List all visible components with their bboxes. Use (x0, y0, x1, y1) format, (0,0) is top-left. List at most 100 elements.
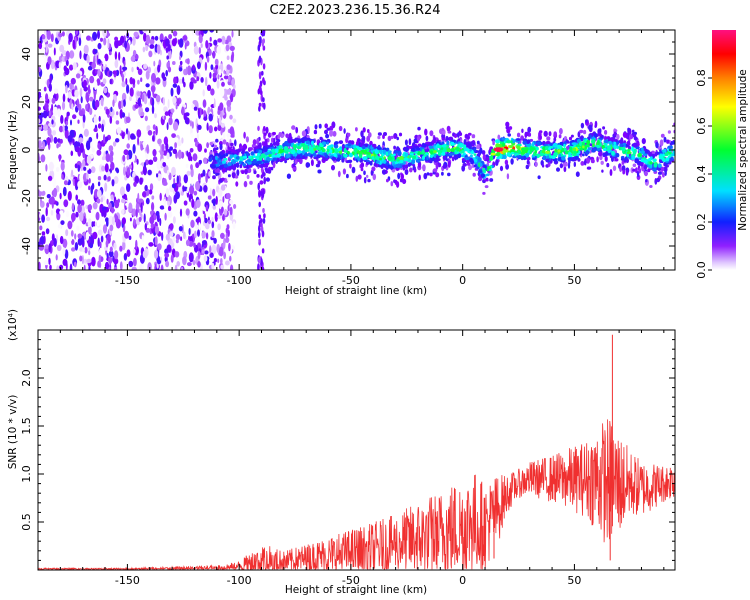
noise-blob (90, 141, 93, 149)
noise-blob (223, 75, 229, 80)
noise-blob (172, 148, 177, 154)
streak-blob (262, 45, 266, 51)
halo-blob (313, 129, 318, 135)
noise-blob (126, 143, 130, 149)
noise-blob (80, 205, 85, 214)
noise-blob (139, 177, 143, 185)
noise-blob (88, 250, 91, 256)
halo-blob (363, 170, 366, 176)
colorbar-tick-label: 0.8 (695, 69, 708, 87)
noise-blob (47, 175, 53, 181)
halo-blob (655, 141, 659, 149)
noise-blob (224, 39, 229, 45)
noise-blob (113, 176, 119, 184)
ridge-blob (442, 143, 447, 148)
noise-blob (64, 67, 70, 76)
halo-blob (429, 130, 434, 137)
noise-blob (175, 238, 179, 244)
noise-blob (82, 159, 86, 167)
noise-blob (114, 51, 118, 60)
noise-blob (153, 249, 159, 259)
halo-blob (660, 166, 665, 172)
noise-blob (62, 186, 67, 197)
ridge-blob (416, 147, 421, 151)
noise-blob (45, 164, 48, 172)
noise-blob (154, 225, 160, 235)
noise-blob (159, 218, 162, 226)
ridge-blob (223, 163, 228, 168)
ridge-blob (411, 159, 416, 165)
ridge-blob (258, 149, 263, 154)
noise-blob (181, 137, 184, 144)
ridge-blob (242, 163, 247, 167)
halo-blob (262, 172, 266, 177)
noise-blob (123, 149, 129, 156)
noise-blob (90, 234, 93, 245)
ridge-blob (597, 140, 600, 145)
noise-blob (183, 200, 188, 206)
ridge-blob (637, 152, 642, 157)
noise-blob (90, 166, 96, 174)
halo-blob (600, 160, 604, 165)
ridge-blob (657, 163, 662, 168)
halo-blob (314, 124, 318, 130)
halo-blob (632, 163, 637, 168)
noise-blob (121, 132, 125, 140)
ridge-blob (239, 156, 243, 161)
ridge-blob (510, 151, 515, 155)
noise-blob (190, 164, 193, 171)
noise-blob (43, 260, 49, 266)
streak-blob (261, 70, 264, 76)
noise-blob (182, 231, 186, 240)
ridge-blob (620, 158, 624, 161)
noise-blob (96, 78, 101, 86)
noise-blob (197, 143, 203, 152)
noise-blob (209, 187, 212, 198)
streak-blob (261, 39, 265, 47)
halo-blob (604, 155, 608, 162)
noise-blob (152, 149, 157, 157)
halo-blob (398, 132, 403, 137)
noise-blob (162, 97, 165, 106)
ridge-blob (247, 164, 253, 168)
ridge-blob (393, 153, 396, 156)
noise-blob (167, 99, 170, 109)
ridge-blob (489, 156, 494, 161)
halo-blob (268, 166, 272, 170)
halo-blob (579, 129, 584, 134)
noise-blob (79, 142, 84, 153)
noise-blob (94, 221, 97, 227)
noise-blob (86, 155, 92, 165)
ridge-blob (431, 140, 437, 144)
halo-blob (606, 162, 610, 168)
ridge-blob (478, 170, 483, 174)
ridge-blob (441, 152, 446, 156)
noise-blob (103, 134, 106, 144)
streak-blob (262, 208, 265, 213)
noise-blob (145, 227, 151, 233)
noise-blob (226, 224, 230, 230)
noise-blob (184, 43, 187, 50)
noise-blob (171, 38, 177, 47)
halo-blob (539, 135, 542, 140)
noise-blob (38, 106, 41, 111)
noise-blob (230, 93, 234, 103)
noise-blob (134, 175, 140, 184)
ridge-blob (672, 151, 675, 156)
noise-blob (120, 99, 124, 109)
noise-blob (62, 124, 65, 133)
halo-blob (456, 132, 460, 138)
noise-blob (108, 250, 114, 258)
ridge-blob (607, 150, 611, 153)
noise-blob (126, 84, 130, 94)
ridge-blob (574, 155, 579, 160)
ridge-blob (337, 147, 342, 151)
ridge-blob (639, 162, 644, 167)
noise-blob (217, 258, 220, 263)
ridge-blob (560, 142, 564, 146)
noise-blob (124, 40, 128, 49)
noise-blob (201, 109, 204, 115)
noise-blob (38, 261, 41, 270)
noise-blob (119, 245, 123, 252)
noise-blob (62, 247, 66, 256)
